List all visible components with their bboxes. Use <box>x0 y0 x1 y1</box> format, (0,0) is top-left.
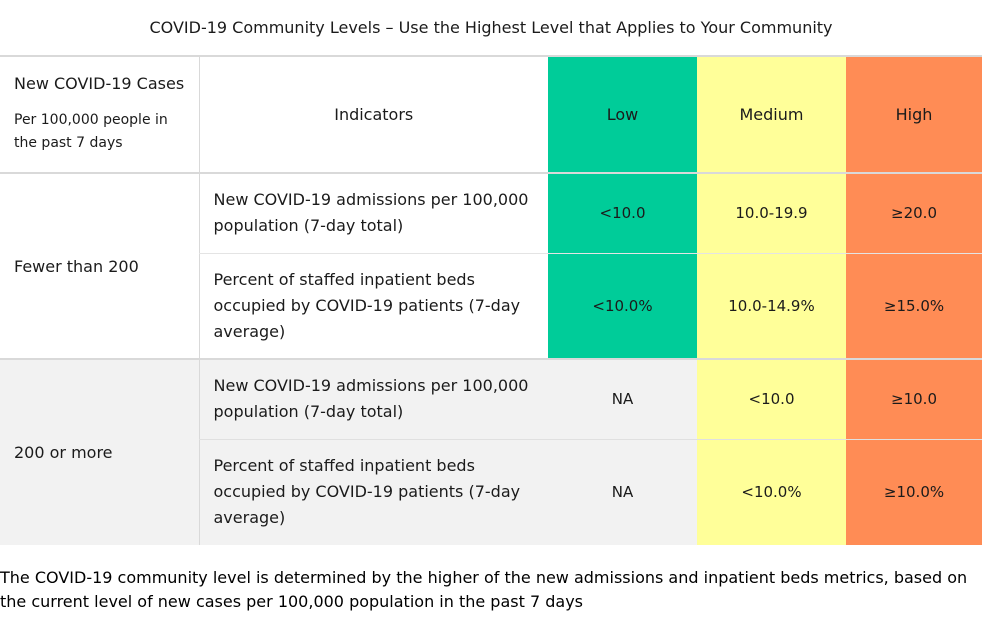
high-value: ≥10.0 <box>846 359 982 440</box>
indicator-cell: New COVID-19 admissions per 100,000 popu… <box>198 359 548 440</box>
medium-value: 10.0-19.9 <box>697 173 846 254</box>
low-value: <10.0 <box>548 173 697 254</box>
low-value: NA <box>548 359 697 440</box>
indicator-cell: Percent of staffed inpatient beds occupi… <box>198 253 548 360</box>
low-value: <10.0% <box>548 253 697 360</box>
cases-header-title: New COVID-19 Cases <box>14 74 185 93</box>
table-caption: The COVID-19 community level is determin… <box>0 568 968 611</box>
community-levels-table: COVID-19 Community Levels – Use the High… <box>0 0 982 545</box>
table-row: 200 or more New COVID-19 admissions per … <box>0 359 982 545</box>
high-header: High <box>846 56 982 174</box>
table-row: Fewer than 200 New COVID-19 admissions p… <box>0 173 982 360</box>
high-value: ≥20.0 <box>846 173 982 254</box>
low-header: Low <box>548 56 697 174</box>
indicators-header: Indicators <box>198 56 548 174</box>
high-value: ≥10.0% <box>846 439 982 545</box>
medium-value: 10.0-14.9% <box>697 253 846 360</box>
table-row: Percent of staffed inpatient beds occupi… <box>0 439 982 545</box>
indicator-cell: Percent of staffed inpatient beds occupi… <box>198 439 548 545</box>
medium-value: <10.0% <box>697 439 846 545</box>
medium-value: <10.0 <box>697 359 846 440</box>
low-value: NA <box>548 439 697 545</box>
table-row: Percent of staffed inpatient beds occupi… <box>0 253 982 360</box>
cases-header-subtitle: Per 100,000 people in the past 7 days <box>14 112 168 151</box>
medium-header: Medium <box>697 56 846 174</box>
cases-group-label: 200 or more <box>0 359 199 545</box>
table-title: COVID-19 Community Levels – Use the High… <box>0 0 982 57</box>
high-value: ≥15.0% <box>846 253 982 360</box>
cases-group-label: Fewer than 200 <box>0 173 199 360</box>
cases-header: New COVID-19 Cases Per 100,000 people in… <box>0 56 199 174</box>
indicator-cell: New COVID-19 admissions per 100,000 popu… <box>198 173 548 254</box>
